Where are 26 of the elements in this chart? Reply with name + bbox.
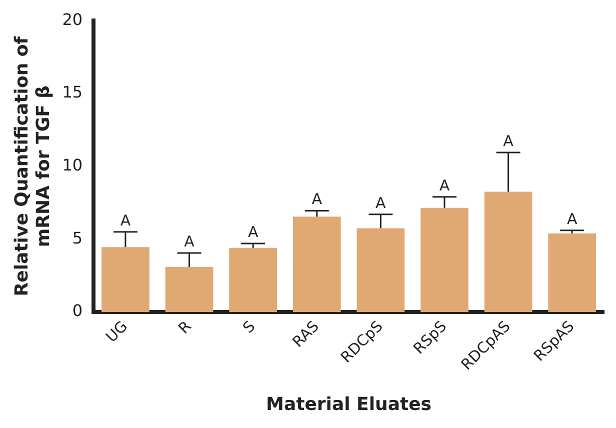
y-tick-label: 10 (62, 155, 83, 174)
x-tick-label: R (174, 317, 195, 338)
annotation: A (120, 211, 132, 230)
bar (420, 208, 468, 312)
y-tick-label: 20 (62, 10, 83, 29)
bar (484, 192, 532, 312)
bar (292, 216, 341, 312)
annotation: A (184, 232, 196, 250)
bar (548, 233, 596, 312)
y-tick-label: 5 (72, 228, 83, 248)
x-tick-label: UG (102, 317, 132, 346)
x-tick-label: S (239, 317, 259, 337)
annotation: A (248, 222, 259, 241)
annotation: A (312, 190, 323, 208)
bar (356, 228, 405, 312)
y-tick-label: 15 (62, 82, 83, 102)
y-axis-title: Relative Quantification of mRNA for TGF β (11, 36, 54, 296)
y-tick-label: 0 (72, 301, 83, 320)
bar (229, 248, 277, 312)
bar (102, 247, 150, 312)
annotation: A (439, 176, 450, 194)
x-axis-title: Material Eluates (266, 394, 432, 415)
bar (165, 266, 214, 312)
annotation: A (566, 210, 578, 228)
annotation: A (503, 132, 514, 150)
annotation: A (376, 194, 387, 212)
